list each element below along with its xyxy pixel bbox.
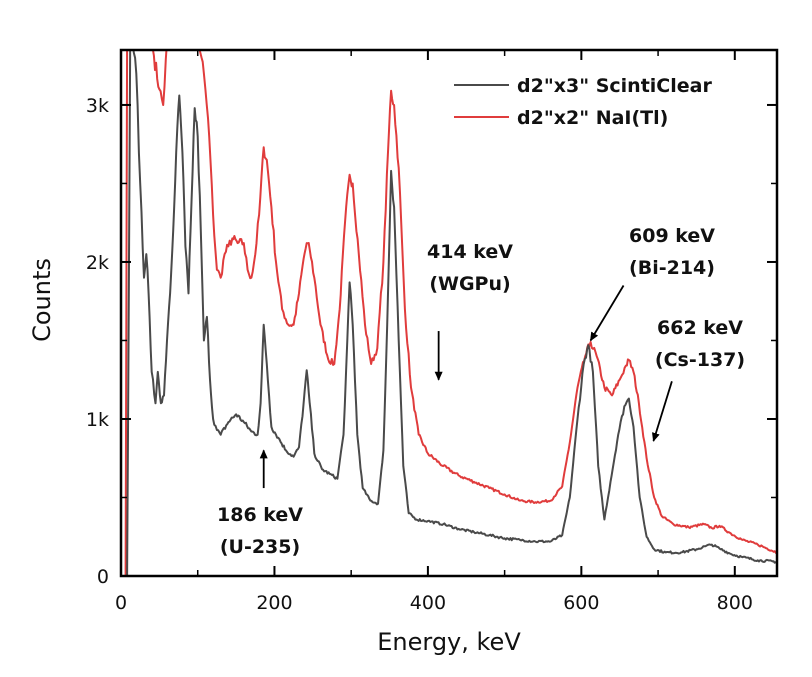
annotation: 186 keV (U-235) [217,449,303,558]
annotation-isotope: (Cs-137) [655,349,745,371]
x-axis-title: Energy, keV [377,628,521,656]
annotation-energy: 609 keV [629,225,715,247]
annotation: 609 keV (Bi-214) [589,225,715,342]
series-layer [121,50,777,576]
annotation-energy: 662 keV [657,317,743,339]
annotation-arrow [589,285,625,342]
x-tick-label: 0 [115,592,127,614]
annotation-isotope: (WGPu) [429,273,510,295]
x-tick-label: 200 [256,592,292,614]
annotation-arrow [652,381,673,442]
legend-label-scinticlear: d2"x3" ScintiClear [517,75,712,97]
x-tick-label: 600 [563,592,599,614]
y-axis-title: Counts [28,258,56,342]
series-line-nai [121,50,777,576]
x-tick-label: 400 [410,592,446,614]
y-tick-label: 1k [86,409,109,431]
series-line-scinticlear [121,50,777,576]
annotation-isotope: (Bi-214) [629,257,715,279]
annotation: 414 keV (WGPu) [427,241,513,381]
annotation-energy: 414 keV [427,241,513,263]
annotation: 662 keV (Cs-137) [652,317,745,442]
legend-label-nai: d2"x2" NaI(Tl) [517,107,668,129]
annotation-layer: 186 keV (U-235) 414 keV (WGPu) 609 keV (Bi-21… [217,225,745,558]
y-tick-label: 2k [86,252,109,274]
y-tick-label: 0 [97,566,109,588]
annotation-energy: 186 keV [217,504,303,526]
tick-layer: 0 200 400 600 800 0 1k 2k 3k [86,50,777,614]
annotation-isotope: (U-235) [220,536,300,558]
plot-frame [119,48,779,578]
y-tick-label: 3k [86,95,109,117]
legend: d2"x3" ScintiClear d2"x2" NaI(Tl) [454,75,712,129]
x-tick-label: 800 [717,592,753,614]
